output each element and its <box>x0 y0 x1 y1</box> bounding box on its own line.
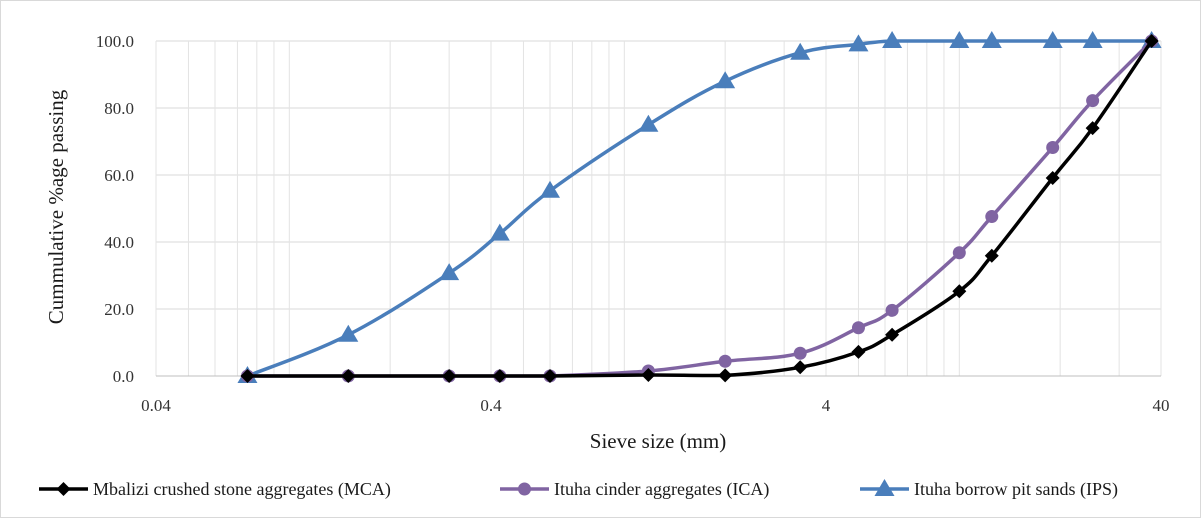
data-point-ips <box>489 223 510 241</box>
data-point-ips <box>848 34 869 52</box>
data-point-mca <box>492 369 507 383</box>
y-tick-label: 20.0 <box>104 300 134 319</box>
y-axis-title: Cummulative %age passing <box>44 89 68 324</box>
legend-label-mca: Mbalizi crushed stone aggregates (MCA) <box>93 479 391 500</box>
data-point-ica <box>851 321 865 335</box>
data-point-ips <box>715 71 736 89</box>
data-point-mca <box>885 327 900 342</box>
y-tick-label: 60.0 <box>104 166 134 185</box>
series-line-mca <box>245 39 1154 378</box>
legend-item-mca: Mbalizi crushed stone aggregates (MCA) <box>39 479 391 500</box>
data-point-ips <box>338 324 359 342</box>
data-point-mca <box>718 368 733 383</box>
x-axis-title: Sieve size (mm) <box>590 429 726 453</box>
data-point-mca <box>793 360 808 375</box>
data-point-ica <box>985 210 999 224</box>
data-point-ips <box>790 42 811 60</box>
legend-marker-ips <box>860 479 909 496</box>
x-tick-label: 4 <box>822 396 831 415</box>
data-point-mca <box>341 369 356 383</box>
data-point-ica <box>793 346 807 360</box>
data-point-ips <box>981 31 1002 48</box>
data-point-ica <box>1046 141 1060 155</box>
data-point-ips <box>1082 31 1103 48</box>
data-point-ica <box>1086 94 1100 108</box>
legend-marker-mca <box>39 482 88 496</box>
data-point-ips <box>1042 31 1063 48</box>
legend: Mbalizi crushed stone aggregates (MCA) I… <box>39 479 1118 500</box>
data-point-ips <box>638 114 659 132</box>
data-point-ica <box>718 354 732 368</box>
series-layer <box>237 31 1162 383</box>
data-point-mca <box>1045 171 1060 186</box>
legend-label-ips: Ituha borrow pit sands (IPS) <box>914 479 1118 500</box>
data-point-mca <box>851 344 866 359</box>
legend-item-ica: Ituha cinder aggregates (ICA) <box>500 479 769 500</box>
x-tick-label: 40 <box>1153 396 1170 415</box>
data-point-mca <box>542 369 557 383</box>
legend-symbol-ips <box>874 479 895 496</box>
data-point-mca <box>952 284 967 299</box>
data-point-mca <box>1085 121 1100 136</box>
legend-symbol-ica <box>518 482 531 496</box>
data-point-mca <box>1144 34 1159 48</box>
legend-label-ica: Ituha cinder aggregates (ICA) <box>554 479 769 500</box>
data-point-ica <box>885 303 899 317</box>
legend-marker-ica <box>500 482 549 496</box>
legend-item-ips: Ituha borrow pit sands (IPS) <box>860 479 1118 500</box>
data-point-ips <box>882 31 903 48</box>
series-line-ica <box>245 39 1154 378</box>
tick-labels: 0.0 20.0 40.0 60.0 80.0 100.0 0.04 0.4 4 40 <box>96 32 1170 415</box>
series-ips <box>237 31 1162 383</box>
data-point-ips <box>439 263 460 281</box>
grid <box>155 40 1162 376</box>
data-point-mca <box>984 248 999 263</box>
data-point-ica <box>952 246 966 260</box>
x-tick-label: 0.04 <box>141 396 171 415</box>
legend-symbol-mca <box>56 482 71 496</box>
data-point-mca <box>240 369 255 383</box>
data-point-mca <box>641 367 656 382</box>
series-mca <box>240 34 1159 383</box>
data-point-ips <box>539 180 560 198</box>
y-tick-label: 0.0 <box>113 367 134 386</box>
series-line-ips <box>245 39 1154 378</box>
data-point-ips <box>949 31 970 48</box>
y-tick-label: 40.0 <box>104 233 134 252</box>
series-ica <box>240 34 1159 383</box>
x-tick-label: 0.4 <box>480 396 502 415</box>
y-tick-label: 100.0 <box>96 32 134 51</box>
y-tick-label: 80.0 <box>104 99 134 118</box>
data-point-mca <box>442 369 457 383</box>
